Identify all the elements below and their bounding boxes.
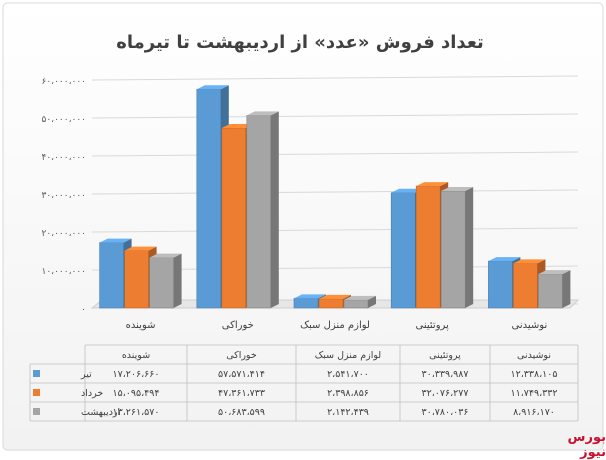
- x-category-label: لوازم منزل سبک: [300, 320, 370, 331]
- legend-label: تیر: [80, 369, 92, 380]
- bar-side: [270, 111, 279, 309]
- x-category-label: شوینده: [126, 320, 156, 331]
- x-category-label: نوشیدنی: [512, 320, 548, 331]
- legend-key: [33, 389, 40, 396]
- legend-label: اردیبهشت: [81, 407, 120, 418]
- data-table: شوینده خوراکی لوازم منزل سبک پروتئینی نوشیدن…: [29, 344, 579, 422]
- bar: [343, 295, 376, 309]
- bar-top: [319, 294, 351, 299]
- bar-top: [246, 111, 279, 116]
- table-data-cell: ۳۰،۷۸۰،۰۳۶: [422, 407, 469, 418]
- bar-side: [173, 253, 182, 308]
- bar-front: [440, 190, 466, 309]
- x-category-label: پروتئینی: [416, 320, 450, 331]
- table-data-cell: ۳۲،۰۷۶،۲۷۷: [422, 388, 469, 399]
- bar-front: [343, 299, 369, 309]
- table-data-cell: ۱۲،۳۳۸،۱۰۵: [511, 369, 558, 380]
- bar-side: [465, 187, 474, 308]
- gridline: [91, 189, 579, 195]
- gridline: [91, 227, 579, 233]
- bar-front: [124, 250, 149, 309]
- bar-top: [538, 270, 571, 275]
- bar-front: [488, 260, 513, 309]
- legend-key: [33, 408, 40, 415]
- watermark-logo-text: بورس نیوز: [567, 430, 606, 460]
- bar-front: [538, 273, 563, 309]
- y-tick-label: ۶۰،۰۰۰،۰۰۰: [42, 77, 86, 87]
- bar-top: [344, 295, 376, 300]
- table-data-cell: ۲،۱۴۲،۴۳۹: [327, 407, 369, 418]
- bar-front: [293, 298, 319, 309]
- table-data-cell: ۲،۳۹۸،۸۵۶: [327, 388, 369, 399]
- gridline: [91, 113, 579, 119]
- bar-front: [221, 127, 247, 309]
- bars: [99, 85, 571, 309]
- y-tick-label: ۵۰،۰۰۰،۰۰۰: [42, 115, 86, 125]
- bar-top: [149, 253, 182, 258]
- bar-top: [441, 187, 474, 192]
- y-tick-label: ۰: [81, 305, 86, 315]
- table-header-cell: خوراکی: [226, 350, 257, 361]
- bar: [149, 253, 182, 309]
- table-data-cell: ۵۷،۵۷۱،۴۱۴: [218, 369, 265, 380]
- legend-key: [33, 370, 40, 377]
- bar-front: [318, 298, 344, 309]
- y-tick-label: ۴۰،۰۰۰،۰۰۰: [42, 153, 86, 163]
- bar-front: [99, 242, 124, 309]
- bar-front: [196, 88, 222, 309]
- bar-top: [488, 257, 521, 262]
- table-data-cell: ۴۷،۳۶۱،۷۳۳: [218, 388, 265, 399]
- table-header-cell: لوازم منزل سبک: [315, 350, 381, 361]
- gridline: [91, 75, 579, 81]
- bar-top: [416, 182, 449, 187]
- bar-top: [99, 238, 132, 243]
- table-data-cell: ۱۷،۲۰۶،۶۶۰: [113, 369, 160, 380]
- bar-front: [415, 185, 441, 309]
- y-tick-label: ۳۰،۰۰۰،۰۰۰: [42, 191, 86, 201]
- table-data-cell: ۳۰،۳۳۹،۹۸۷: [422, 369, 469, 380]
- y-axis-ticks: ۰ ۱۰،۰۰۰،۰۰۰ ۲۰،۰۰۰،۰۰۰ ۳۰،۰۰۰،۰۰۰ ۴۰،۰۰۰،۰۰…: [42, 77, 86, 315]
- bar-front: [390, 192, 416, 309]
- bar-side: [562, 270, 571, 308]
- bar-top: [124, 246, 157, 251]
- table-header-cell: نوشیدنی: [517, 350, 551, 361]
- legend-label: خرداد: [81, 388, 103, 399]
- bar: [246, 111, 279, 309]
- table-data-cell: ۵۰،۶۸۳،۵۹۹: [218, 407, 265, 418]
- chart-title: تعداد فروش «عدد» از اردیبهشت تا تیرماه: [116, 32, 484, 53]
- bar-front: [246, 115, 272, 309]
- x-axis-labels: شوینده خوراکی لوازم منزل سبک پروتئینی نوشیدن…: [126, 320, 548, 331]
- table-data-cell: ۱۱،۷۴۹،۳۳۲: [511, 388, 558, 399]
- bar-top: [391, 188, 424, 193]
- bar-top: [513, 259, 546, 264]
- bar: [538, 270, 571, 309]
- table-header-cell: پروتئینی: [429, 350, 461, 361]
- bar: [440, 187, 474, 309]
- bar-side: [368, 295, 376, 308]
- table-data-cell: ۱۳،۲۶۱،۵۷۰: [113, 407, 160, 418]
- table-header-cell: شوینده: [122, 350, 150, 361]
- bar-front: [149, 257, 174, 309]
- bar: [124, 246, 157, 309]
- bar-top: [221, 124, 254, 129]
- bar-front: [513, 263, 538, 309]
- table-data-cell: ۲،۵۴۱،۷۰۰: [327, 369, 369, 380]
- y-tick-label: ۱۰،۰۰۰،۰۰۰: [42, 267, 86, 277]
- y-tick-label: ۲۰،۰۰۰،۰۰۰: [42, 229, 86, 239]
- bar-top: [294, 294, 326, 299]
- bar-top: [196, 85, 229, 90]
- x-category-label: خوراکی: [222, 320, 254, 331]
- gridline: [91, 151, 579, 157]
- table-data-cell: ۸،۹۱۶،۱۷۰: [513, 407, 555, 418]
- table-data-cell: ۱۵،۰۹۵،۴۹۴: [113, 388, 160, 399]
